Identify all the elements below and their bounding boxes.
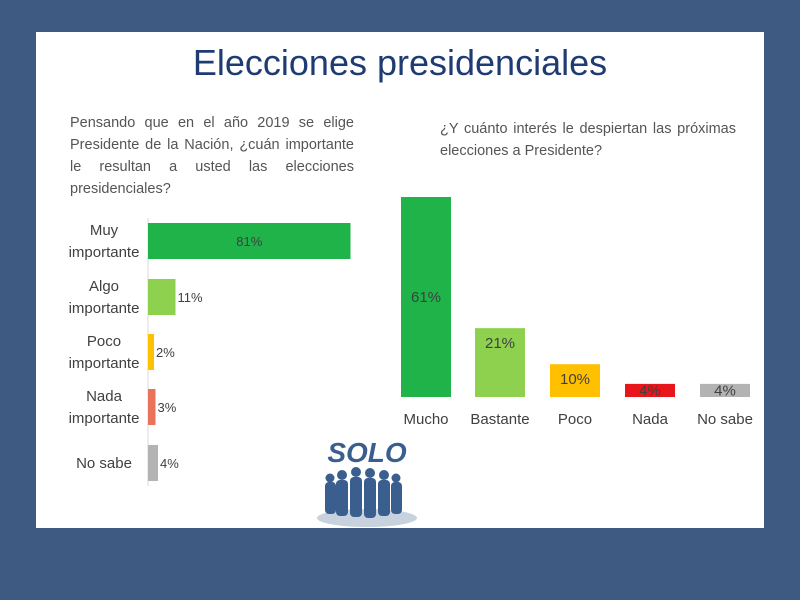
v-category-label: No sabe	[697, 411, 753, 428]
slide-title: Elecciones presidenciales	[192, 42, 608, 83]
h-category-label: importante	[69, 300, 140, 317]
v-bar-label: 4%	[639, 382, 661, 399]
question-right: ¿Y cuánto interés le despiertan las próx…	[440, 121, 736, 159]
solo-logo-icon: SOLO	[317, 437, 417, 527]
v-bar	[625, 383, 675, 397]
v-bar	[700, 383, 750, 397]
v-category-label: Nada	[632, 411, 669, 428]
h-category-label: Poco	[87, 333, 121, 350]
v-bar-label: 10%	[560, 371, 590, 388]
v-bar-label: 61%	[411, 289, 441, 306]
v-bar	[550, 364, 600, 397]
h-bar	[148, 445, 158, 481]
question-left: Pensando que en el año 2019 se elige Pre…	[70, 115, 354, 197]
h-bar	[148, 389, 156, 425]
h-category-label: importante	[69, 244, 140, 261]
v-category-label: Poco	[558, 411, 592, 428]
h-category-label: No sabe	[76, 455, 132, 472]
v-bar-label: 4%	[714, 382, 736, 399]
h-category-label: importante	[69, 410, 140, 427]
v-bar-label: 21%	[485, 335, 515, 352]
h-bar-label: 81%	[236, 234, 262, 249]
v-bar	[475, 328, 525, 397]
h-category-label: Nada	[86, 388, 123, 405]
h-bar-label: 4%	[160, 456, 179, 471]
logo-text: SOLO	[327, 437, 407, 468]
h-category-label: importante	[69, 355, 140, 372]
h-bar-label: 3%	[158, 400, 177, 415]
h-bar	[148, 279, 176, 315]
v-category-label: Bastante	[470, 411, 529, 428]
v-category-label: Mucho	[403, 411, 448, 428]
h-category-label: Algo	[89, 278, 119, 295]
h-category-label: Muy	[90, 222, 119, 239]
h-bar-label: 2%	[156, 345, 175, 360]
h-bar	[148, 223, 351, 259]
v-bar	[401, 197, 451, 397]
h-bar	[148, 334, 154, 370]
h-bar-label: 11%	[178, 290, 203, 305]
